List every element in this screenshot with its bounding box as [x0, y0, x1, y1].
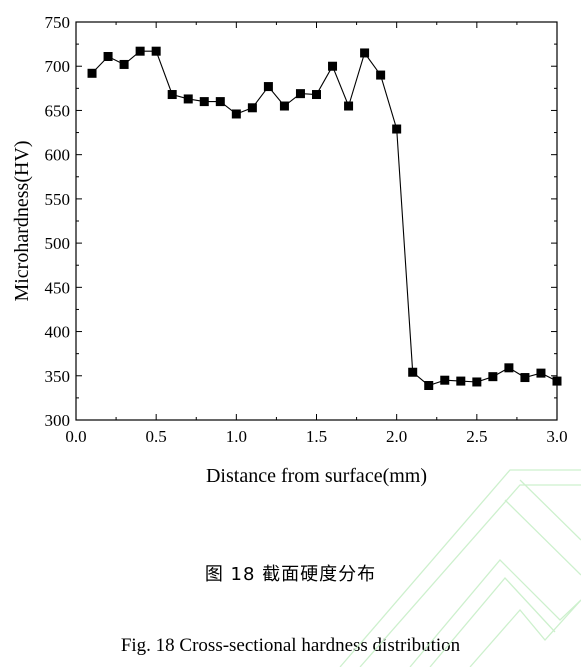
data-point	[536, 368, 546, 378]
data-point	[344, 101, 354, 111]
data-point	[183, 94, 193, 104]
hardness-chart: 0.0 0.5 1.0 1.5 2.0 2.5 3.0 300 350 400 450 500 550 6…	[11, 13, 568, 487]
data-point	[472, 377, 482, 387]
data-point	[279, 101, 289, 111]
y-tick-label: 600	[45, 146, 71, 165]
data-point	[199, 97, 209, 107]
data-point	[247, 103, 257, 113]
data-point	[392, 124, 402, 134]
data-point	[488, 372, 498, 382]
x-tick-label: 2.5	[466, 427, 487, 446]
y-tick-label: 450	[45, 278, 71, 297]
x-tick-label: 2.0	[386, 427, 407, 446]
caption-english: Fig. 18 Cross-sectional hardness distrib…	[120, 635, 461, 656]
y-tick-label: 650	[45, 101, 71, 120]
data-point	[103, 51, 113, 61]
x-tick-label: 1.0	[226, 427, 247, 446]
data-point	[360, 48, 370, 58]
data-point	[376, 70, 386, 80]
y-tick-label: 550	[45, 190, 71, 209]
data-point	[552, 376, 562, 386]
y-axis-title: Microhardness(HV)	[11, 140, 33, 301]
data-point	[520, 373, 530, 383]
data-point	[231, 109, 241, 119]
y-tick-label: 750	[45, 13, 71, 32]
plot-area: 0.0 0.5 1.0 1.5 2.0 2.5 3.0 300 350 400 450 500 550 6…	[11, 13, 568, 487]
y-tick-label: 400	[45, 323, 71, 342]
x-tick-label: 1.5	[306, 427, 327, 446]
data-point	[295, 89, 305, 99]
data-point	[424, 381, 434, 391]
plot-frame	[75, 21, 558, 421]
x-tick-label: 0.0	[65, 427, 86, 446]
data-point	[135, 46, 145, 56]
y-tick-label: 700	[45, 57, 71, 76]
data-point	[456, 376, 466, 386]
x-axis-title: Distance from surface(mm)	[206, 465, 427, 487]
data-point	[328, 61, 338, 71]
y-tick-label: 350	[45, 367, 71, 386]
data-point	[119, 59, 129, 69]
data-point	[312, 90, 321, 100]
data-point	[504, 363, 514, 373]
data-point	[151, 46, 161, 56]
data-point	[87, 68, 97, 78]
series-line	[91, 50, 558, 387]
data-point	[263, 82, 273, 92]
y-tick-label: 500	[45, 234, 71, 253]
data-point	[215, 97, 225, 107]
data-point	[167, 90, 177, 100]
caption-chinese: 图 18 截面硬度分布	[204, 564, 377, 585]
y-tick-label: 300	[45, 411, 71, 430]
data-point	[408, 367, 418, 377]
data-point	[440, 375, 450, 385]
x-tick-label: 0.5	[146, 427, 167, 446]
x-tick-label: 3.0	[546, 427, 567, 446]
